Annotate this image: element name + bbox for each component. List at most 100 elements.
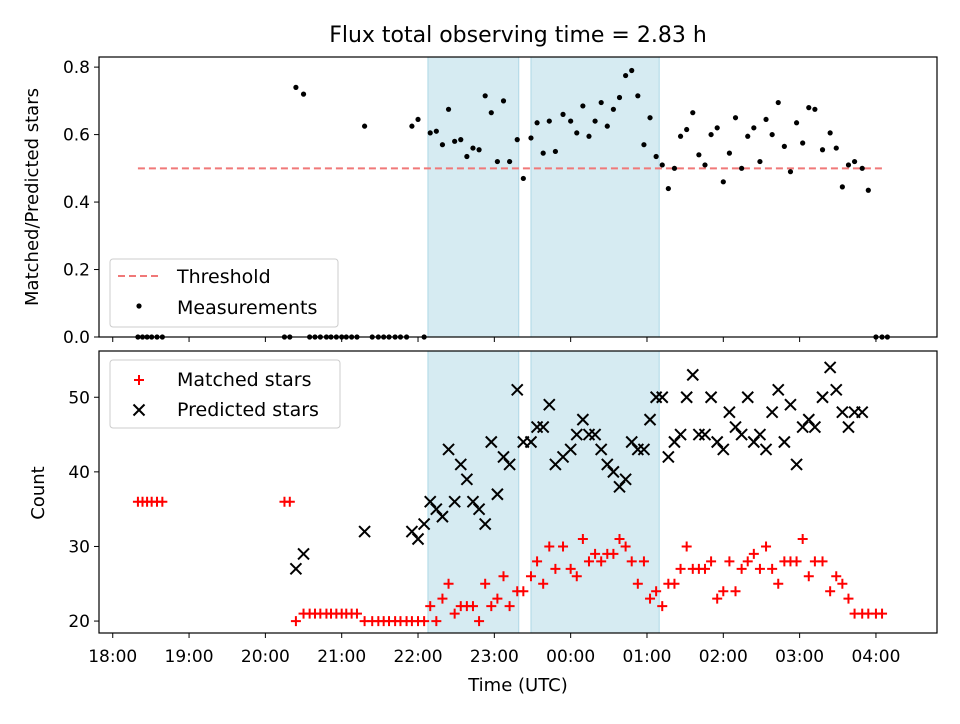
predicted-stars-point bbox=[536, 420, 550, 434]
predicted-stars-point bbox=[448, 495, 461, 508]
measurement-point bbox=[659, 162, 665, 168]
x-tick-label: 21:00 bbox=[317, 647, 366, 667]
measurement-point bbox=[859, 165, 865, 171]
predicted-stars-point bbox=[570, 428, 583, 441]
measurement-point bbox=[827, 130, 833, 136]
legend-matched-swatch bbox=[134, 375, 144, 385]
measurement-point bbox=[851, 158, 858, 165]
measurement-point bbox=[514, 137, 520, 143]
measurement-point bbox=[720, 179, 726, 185]
predicted-stars-point bbox=[478, 517, 492, 531]
y-tick-label: 0.0 bbox=[63, 328, 90, 348]
measurement-point bbox=[494, 158, 500, 165]
matched-stars-point bbox=[558, 541, 569, 552]
matched-stars-point bbox=[284, 496, 295, 507]
matched-stars-point bbox=[645, 593, 656, 604]
x-tick-label: 22:00 bbox=[394, 647, 443, 667]
measurement-point bbox=[604, 123, 610, 129]
measurement-point bbox=[500, 98, 507, 104]
x-tick-label: 23:00 bbox=[470, 647, 519, 667]
predicted-stars-point bbox=[588, 428, 602, 441]
matched-stars-point bbox=[825, 586, 836, 597]
measurement-point bbox=[552, 148, 558, 155]
measurement-point bbox=[833, 145, 839, 151]
matched-stars-point bbox=[748, 548, 759, 559]
predicted-stars-point bbox=[643, 413, 657, 426]
predicted-stars-point bbox=[741, 391, 754, 404]
matched-stars-point bbox=[877, 608, 888, 619]
measurement-point bbox=[641, 142, 647, 148]
x-tick-label: 04:00 bbox=[851, 647, 900, 667]
measurement-point bbox=[635, 93, 641, 99]
legend-matched-label: Matched stars bbox=[177, 369, 311, 391]
measurement-point bbox=[623, 72, 629, 79]
y-tick-label: 30 bbox=[68, 537, 90, 557]
predicted-stars-point bbox=[297, 547, 310, 561]
y-tick-label: 0.8 bbox=[63, 58, 90, 78]
measurement-point bbox=[745, 133, 751, 139]
matched-stars-point bbox=[518, 586, 529, 597]
matched-stars-point bbox=[583, 556, 594, 567]
measurement-point bbox=[433, 128, 439, 134]
legend-threshold-label: Threshold bbox=[176, 266, 271, 288]
observing-window-band bbox=[530, 56, 660, 338]
measurement-point bbox=[580, 103, 586, 109]
measurement-point bbox=[488, 110, 494, 116]
measurement-point bbox=[653, 153, 659, 160]
measurement-point bbox=[702, 162, 708, 168]
matched-stars-point bbox=[712, 593, 723, 604]
measurement-point bbox=[769, 131, 775, 138]
legend-measurements-swatch bbox=[136, 303, 142, 309]
observing-window-band bbox=[427, 350, 520, 634]
predicted-stars-point bbox=[717, 443, 730, 456]
predicted-stars-point bbox=[698, 428, 712, 441]
x-axis-label: Time (UTC) bbox=[467, 675, 568, 696]
matched-stars-point bbox=[736, 563, 747, 574]
legend-predicted-label: Predicted stars bbox=[177, 399, 319, 421]
matched-stars-point bbox=[730, 586, 741, 597]
bottom-panel: 20 30 40 50 18:00 19:00 20:00 21:00 22:00 23:00 00… bbox=[68, 350, 938, 667]
predicted-stars-point bbox=[823, 361, 837, 374]
matched-stars-point bbox=[675, 563, 686, 574]
predicted-stars-point bbox=[662, 450, 675, 464]
predicted-stars-point bbox=[411, 532, 425, 546]
predicted-stars-point bbox=[543, 398, 556, 411]
predicted-stars-point bbox=[607, 465, 620, 479]
predicted-stars-point bbox=[735, 428, 748, 441]
predicted-stars-point bbox=[784, 398, 797, 411]
predicted-stars-point bbox=[436, 510, 449, 523]
matched-stars-point bbox=[431, 616, 442, 627]
legend-box bbox=[109, 258, 339, 328]
measurement-point bbox=[812, 106, 818, 112]
axes-frame bbox=[98, 56, 938, 338]
measurement-point bbox=[439, 142, 446, 148]
matched-stars-point bbox=[620, 541, 631, 552]
measurement-point bbox=[409, 123, 415, 129]
matched-stars-point bbox=[614, 534, 625, 544]
measurement-point bbox=[534, 120, 540, 126]
measurement-point bbox=[464, 153, 470, 160]
matched-stars-point bbox=[626, 556, 637, 567]
measurement-point bbox=[520, 175, 526, 182]
x-tick-label: 20:00 bbox=[241, 647, 290, 667]
matched-stars-point bbox=[532, 556, 543, 567]
measurement-point bbox=[726, 150, 733, 156]
matched-stars-point bbox=[803, 571, 814, 582]
measurement-point bbox=[427, 130, 433, 136]
measurement-point bbox=[696, 152, 702, 158]
predicted-stars-point bbox=[723, 405, 736, 419]
matched-stars-point bbox=[437, 593, 448, 604]
measurement-point bbox=[757, 158, 763, 165]
measurement-point bbox=[482, 93, 488, 99]
legend-measurements-label: Measurements bbox=[177, 297, 317, 319]
measurement-point bbox=[476, 147, 482, 153]
predicted-stars-point bbox=[680, 391, 693, 404]
measurement-point bbox=[300, 91, 307, 97]
measurement-point bbox=[845, 162, 852, 168]
measurement-point bbox=[732, 115, 739, 121]
legend-box bbox=[109, 359, 341, 429]
measurement-point bbox=[629, 67, 635, 74]
y-tick-label: 0.4 bbox=[63, 193, 90, 213]
predicted-stars-point bbox=[836, 405, 849, 419]
predicted-stars-point bbox=[454, 458, 467, 471]
